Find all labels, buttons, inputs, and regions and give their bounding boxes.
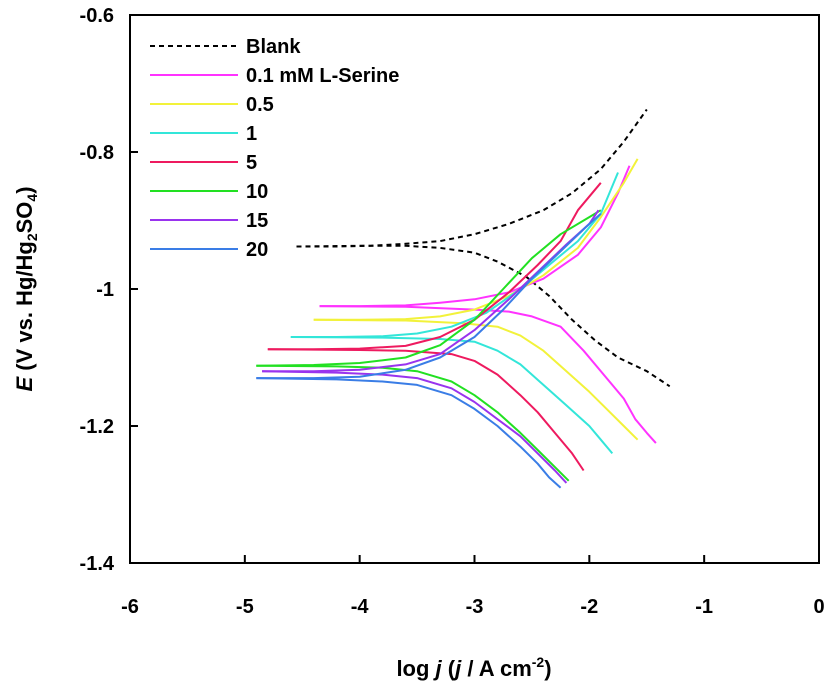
x-tick-label: -5 (236, 596, 254, 618)
legend-label: 10 (246, 181, 268, 203)
x-tick-label: -2 (580, 596, 598, 618)
legend-label: 0.5 (246, 94, 274, 116)
legend-label: 20 (246, 239, 268, 261)
series-6-cathodic-branch (262, 370, 568, 484)
y-tick-label: -0.6 (80, 5, 114, 27)
legend-label: 0.1 mM L-Serine (246, 65, 399, 87)
curves-layer (256, 108, 671, 489)
series-4 (267, 182, 602, 472)
y-axis-title: E (V vs. Hg/Hg2SO4) (12, 186, 40, 391)
series-6-anodic-branch (262, 209, 600, 373)
x-tick-label: -6 (121, 596, 139, 618)
series-5-anodic-branch (256, 209, 602, 367)
legend-label: 1 (246, 123, 257, 145)
series-4-cathodic-branch (267, 348, 585, 472)
legend-label: 5 (246, 152, 257, 174)
series-7-anodic-branch (256, 212, 602, 380)
y-tick-label: -1.2 (80, 416, 114, 438)
series-5-cathodic-branch (256, 364, 570, 482)
series-4-anodic-branch (267, 182, 602, 351)
series-7-cathodic-branch (256, 377, 562, 489)
x-tick-label: 0 (813, 596, 824, 618)
series-2-cathodic-branch (313, 318, 639, 441)
series-6 (262, 209, 600, 484)
y-tick-label: -1 (96, 279, 114, 301)
series-7 (256, 212, 602, 489)
x-tick-label: -1 (695, 596, 713, 618)
y-tick-label: -0.8 (80, 142, 114, 164)
legend-label: Blank (246, 36, 301, 58)
ticks-layer: -6 -5 -4 -3 -2 -1 0 -0.6 -0.8 -1 -1.2 -1.4 (80, 5, 825, 618)
y-tick-label: -1.4 (80, 553, 115, 575)
series-5 (256, 209, 602, 482)
series-2-anodic-branch (313, 158, 639, 321)
series-1-cathodic-branch (319, 305, 657, 444)
series-3-cathodic-branch (290, 336, 614, 455)
x-tick-label: -4 (351, 596, 370, 618)
x-axis-title: log j (j / A cm-2) (396, 654, 551, 681)
legend-label: 15 (246, 210, 268, 232)
x-tick-label: -3 (466, 596, 484, 618)
plot-frame (129, 14, 820, 564)
series-0-anodic-branch (296, 108, 648, 248)
series-3 (290, 172, 619, 455)
